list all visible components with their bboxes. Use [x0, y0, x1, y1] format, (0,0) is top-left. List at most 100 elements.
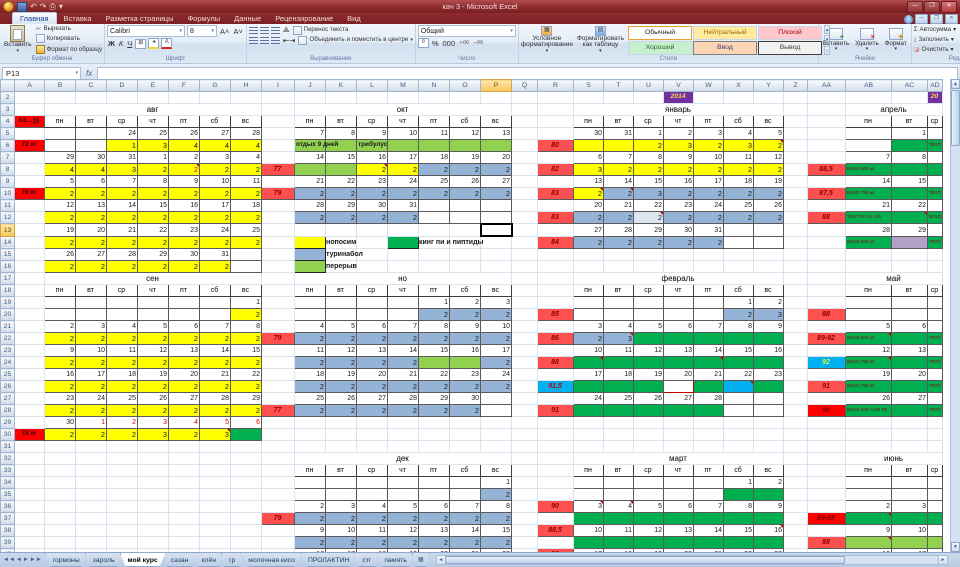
- cell-X18[interactable]: сб: [723, 284, 754, 298]
- cell-X26[interactable]: [723, 380, 754, 394]
- cell-P31[interactable]: [480, 440, 512, 454]
- cell-AD4[interactable]: ср: [927, 115, 943, 128]
- cell-E32[interactable]: [137, 452, 169, 466]
- cell-L2[interactable]: [356, 91, 388, 104]
- cell-V35[interactable]: [663, 488, 694, 502]
- cell-R27[interactable]: [537, 392, 574, 406]
- cell-A16[interactable]: [14, 260, 45, 274]
- cell-S15[interactable]: [573, 248, 604, 262]
- cell-S13[interactable]: 27: [573, 223, 604, 237]
- cell-P25[interactable]: 24: [480, 368, 512, 382]
- cell-B15[interactable]: 26: [44, 248, 76, 262]
- cell-Z39[interactable]: [783, 536, 808, 550]
- cell-Y19[interactable]: 2: [753, 296, 784, 310]
- cell-P21[interactable]: 10: [480, 320, 512, 334]
- cell-C11[interactable]: 13: [75, 199, 107, 212]
- row-header-37[interactable]: 37: [0, 512, 15, 526]
- cell-W11[interactable]: 24: [693, 199, 724, 212]
- cell-E4[interactable]: чт: [137, 115, 169, 128]
- cell-O25[interactable]: 23: [449, 368, 481, 382]
- cell-K2[interactable]: [325, 91, 357, 104]
- cell-P38[interactable]: 15: [480, 524, 512, 538]
- cell-AC38[interactable]: 10: [891, 524, 928, 538]
- cell-AD12[interactable]: BOLD ТБ: [927, 210, 943, 225]
- cell-E24[interactable]: 2: [137, 356, 169, 370]
- cell-P39[interactable]: 2: [480, 536, 512, 550]
- cell-AD8[interactable]: [927, 163, 943, 176]
- cell-R28[interactable]: 91: [537, 404, 574, 418]
- cell-S7[interactable]: 6: [573, 151, 604, 164]
- col-header-X[interactable]: X: [723, 79, 754, 92]
- cell-I7[interactable]: [261, 151, 295, 164]
- cell-H2[interactable]: [230, 91, 262, 104]
- cell-M39[interactable]: 2: [387, 536, 419, 550]
- cell-R14[interactable]: 84: [537, 235, 574, 250]
- delete-cells-button[interactable]: Удалить▾: [853, 25, 881, 55]
- cell-R33[interactable]: [537, 464, 574, 478]
- cell-Z24[interactable]: [783, 356, 808, 370]
- cell-J26[interactable]: 2: [294, 380, 326, 394]
- cell-AB38[interactable]: 9: [845, 524, 892, 538]
- cell-B14[interactable]: 2: [44, 235, 76, 250]
- cell-K20[interactable]: [325, 308, 357, 322]
- style-normal[interactable]: Обычный: [628, 25, 693, 40]
- cell-N26[interactable]: 2: [418, 380, 450, 394]
- cell-P2[interactable]: [480, 91, 512, 104]
- cell-L23[interactable]: 13: [356, 344, 388, 358]
- cell-B20[interactable]: [44, 308, 76, 322]
- cell-G4[interactable]: сб: [199, 115, 231, 128]
- conditional-formatting-button[interactable]: ▦ Условное форматирование ▾: [520, 25, 573, 55]
- cell-O26[interactable]: 2: [449, 380, 481, 394]
- cell-AD26[interactable]: TEST Pr: [927, 380, 943, 394]
- cell-S34[interactable]: [573, 476, 604, 490]
- cell-Y21[interactable]: 9: [753, 320, 784, 334]
- cell-AA39[interactable]: 88: [807, 536, 846, 550]
- row-header-34[interactable]: 34: [0, 476, 15, 490]
- cell-Q6[interactable]: [511, 139, 538, 152]
- cell-U28[interactable]: [633, 404, 664, 418]
- cell-M20[interactable]: [387, 308, 419, 322]
- cell-U16[interactable]: [633, 260, 664, 274]
- cell-B8[interactable]: 4: [44, 163, 76, 176]
- shrink-font-icon[interactable]: А˅: [233, 26, 243, 36]
- col-header-A[interactable]: A: [14, 79, 45, 92]
- cell-X22[interactable]: [723, 332, 754, 346]
- cell-V13[interactable]: 30: [663, 223, 694, 237]
- cell-AD39[interactable]: [927, 536, 943, 550]
- cut-button[interactable]: ✂ Вырезать: [35, 25, 71, 33]
- cell-N8[interactable]: 2: [418, 163, 450, 176]
- cell-B18[interactable]: пн: [44, 284, 76, 298]
- cell-T33[interactable]: вт: [603, 464, 634, 478]
- cell-Y14[interactable]: [753, 235, 784, 250]
- cell-I15[interactable]: [261, 248, 295, 262]
- cell-L33[interactable]: ср: [356, 464, 388, 478]
- cell-D38[interactable]: [106, 524, 138, 538]
- cell-K22[interactable]: 2: [325, 332, 357, 346]
- cell-R22[interactable]: 86: [537, 332, 574, 346]
- cell-AA2[interactable]: [807, 91, 846, 104]
- cell-M22[interactable]: 2: [387, 332, 419, 346]
- cell-E33[interactable]: [137, 464, 169, 478]
- cell-B30[interactable]: 2: [44, 428, 76, 442]
- col-header-D[interactable]: D: [106, 79, 138, 92]
- cell-AA14[interactable]: [807, 235, 846, 250]
- col-header-U[interactable]: U: [633, 79, 664, 92]
- cell-G22[interactable]: 2: [199, 332, 231, 346]
- cell-D35[interactable]: [106, 488, 138, 502]
- cell-AC7[interactable]: 8: [891, 151, 928, 164]
- cell-AB18[interactable]: пн: [845, 284, 892, 298]
- cell-P23[interactable]: 17: [480, 344, 512, 358]
- col-header-N[interactable]: N: [418, 79, 450, 92]
- cell-N38[interactable]: 13: [418, 524, 450, 538]
- cell-AD24[interactable]: TEST Pr: [927, 356, 943, 370]
- cell-H7[interactable]: 4: [230, 151, 262, 164]
- row-header-8[interactable]: 8: [0, 163, 15, 176]
- cell-AC18[interactable]: вт: [891, 284, 928, 298]
- cell-I29[interactable]: [261, 416, 295, 430]
- cell-V36[interactable]: 6: [663, 500, 694, 514]
- cell-U18[interactable]: ср: [633, 284, 664, 298]
- cell-H30[interactable]: [230, 428, 262, 442]
- cell-K15[interactable]: туринабол: [325, 248, 363, 262]
- cell-K29[interactable]: [325, 416, 357, 430]
- cell-AB35[interactable]: [845, 488, 892, 502]
